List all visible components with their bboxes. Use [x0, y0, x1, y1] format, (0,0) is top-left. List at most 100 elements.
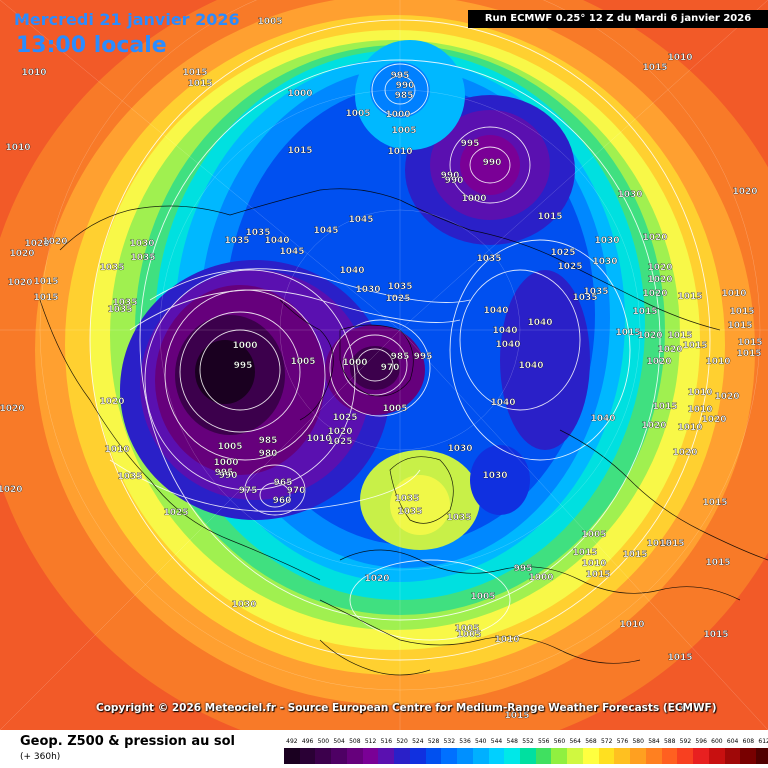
isobar-label: 1020: [672, 448, 697, 458]
isobar-label: 1020: [732, 187, 757, 197]
color-scale-tick: 536: [459, 738, 471, 745]
isobar-label: 1010: [687, 388, 712, 398]
isobar-label: 965: [274, 478, 293, 488]
color-scale-swatch: [630, 748, 646, 764]
z500-low-siberia-core: [460, 135, 520, 195]
isobar-label: 995: [514, 564, 533, 574]
coastlines: [39, 188, 768, 676]
isobar-label: 1025: [550, 248, 575, 258]
color-scale-swatch: [740, 748, 757, 764]
isobar-label: 1015: [727, 321, 752, 331]
isobar-label: 960: [273, 496, 292, 506]
color-scale-swatch: [724, 748, 741, 764]
color-scale-tick: 584: [648, 738, 660, 745]
color-scale-swatch: [567, 748, 583, 764]
isobar-label: 1015: [33, 293, 58, 303]
z500-lobe-north-core: [370, 62, 430, 118]
isobar-label: 1015: [615, 328, 640, 338]
color-scale-tick: 604: [726, 738, 739, 745]
isobar-label: 1000: [342, 358, 367, 368]
isobar-label: 1015: [729, 307, 754, 317]
isobar-label: 1020: [647, 275, 672, 285]
color-scale-tick: 580: [632, 738, 644, 745]
color-scale-swatch: [378, 748, 395, 764]
color-scale-tick: 540: [475, 738, 487, 745]
isobar-label: 1035: [224, 236, 249, 246]
color-scale-swatch: [409, 748, 426, 764]
isobar-label: 1020: [9, 249, 34, 259]
color-scale-swatch: [598, 748, 615, 764]
isobar-label: 1030: [592, 257, 617, 267]
isobar-label: 1020: [0, 485, 23, 495]
isobar-label: 1010: [721, 289, 746, 299]
isobar-label: 1015: [504, 711, 529, 721]
isobar-label: 1015: [677, 292, 702, 302]
color-scale-tick: 500: [317, 738, 330, 745]
isobar-label: 1015: [622, 550, 647, 560]
color-scale-tick: 492: [286, 738, 298, 745]
isobar-label: 1025: [332, 413, 357, 423]
isobar-label: 1010: [687, 405, 712, 415]
color-scale-swatch: [535, 748, 552, 764]
color-scale-swatch: [472, 748, 489, 764]
isobar-label: 1040: [490, 398, 515, 408]
isobar-label: 970: [287, 486, 306, 496]
color-scale-tick: 532: [443, 738, 456, 745]
isobar-label: 1020: [327, 427, 352, 437]
color-scale-swatch: [708, 748, 725, 764]
isobar-label: 1020: [642, 233, 667, 243]
isobar-label: 1015: [187, 79, 212, 89]
isobar-label: 1015: [736, 349, 761, 359]
color-scale-tick: 512: [364, 738, 377, 745]
isobar-label: 1010: [667, 53, 692, 63]
color-scale-tick: 548: [506, 738, 518, 745]
z500-low-greenland-core: [350, 346, 400, 390]
isobar-label: 1035: [476, 254, 501, 264]
isobar-label: 1005: [257, 17, 282, 27]
color-scale-tick: 520: [396, 738, 408, 745]
isobar-label: 1020: [0, 404, 25, 414]
isobar-label: 1015: [537, 212, 562, 222]
isobar-label: 1040: [483, 306, 508, 316]
isobar-label: 1005: [290, 357, 315, 367]
isobar-label: 1030: [617, 190, 642, 200]
isobar-label: 1020: [99, 397, 124, 407]
isobar-label: 1020: [647, 263, 672, 273]
color-scale-ticks: 492 496 500 504 508 512 516 520 524 528 532 536 540 5…: [284, 738, 768, 748]
chart-title: Geop. Z500 & pression au sol: [20, 734, 235, 749]
color-scale-swatch: [756, 748, 768, 764]
isobar-label: 1015: [674, 703, 699, 713]
isobar-label: 1020: [657, 345, 682, 355]
color-scale-swatch: [520, 748, 536, 764]
color-scale-swatch: [457, 748, 473, 764]
isobar-label: 1045: [279, 247, 304, 257]
color-scale-swatch: [299, 748, 316, 764]
isobar-label: 1010: [104, 445, 129, 455]
isobar-label: 985: [391, 352, 410, 362]
forecast-date: Mercredi 21 janvier 2026: [14, 10, 240, 29]
isobar-label: 1025: [327, 437, 352, 447]
color-scale-tick: 504: [333, 738, 345, 745]
isobar-label: 1015: [652, 402, 677, 412]
isobar-label: 985: [259, 436, 278, 446]
isobar-label: 1015: [667, 331, 692, 341]
color-scale-swatch: [645, 748, 662, 764]
forecast-lead-time: (+ 360h): [20, 752, 61, 762]
isobar-label: 1045: [348, 215, 373, 225]
isobar-label: 1020: [641, 421, 666, 431]
isobar-label: 1015: [585, 570, 610, 580]
isobar-label: 1020: [42, 237, 67, 247]
isobar-label: 1040: [495, 340, 520, 350]
color-scale-bar: [284, 748, 768, 764]
isobar-label: 1005: [454, 624, 479, 634]
isobar-label: 1035: [130, 253, 155, 263]
color-scale-swatch: [425, 748, 442, 764]
isobar-label: 990: [445, 176, 464, 186]
isobar-label: 1015: [659, 539, 684, 549]
isobar-label: 1010: [619, 620, 644, 630]
isobar-label: 1020: [646, 357, 671, 367]
color-scale-tick: 600: [711, 738, 723, 745]
isobar-label: 1035: [387, 282, 412, 292]
color-scale-swatch: [362, 748, 379, 764]
